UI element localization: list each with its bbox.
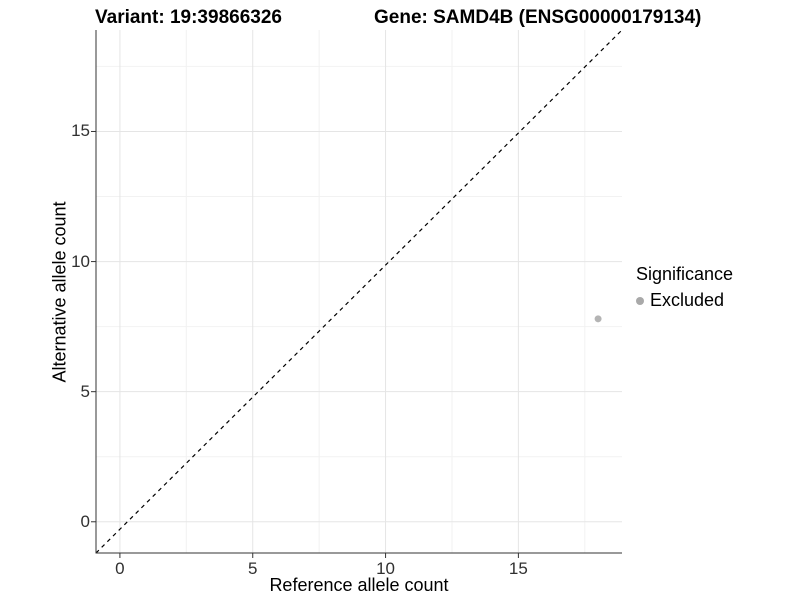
legend-item-excluded: Excluded <box>636 290 733 311</box>
identity-reference-line <box>95 29 623 554</box>
legend: Significance Excluded <box>636 264 733 311</box>
y-tick-label: 10 <box>71 251 90 271</box>
x-tick-label: 0 <box>115 559 125 578</box>
y-tick-label: 0 <box>80 511 90 531</box>
plot-title-gene: Gene: SAMD4B (ENSG00000179134) <box>374 7 702 28</box>
plot-title-variant: Variant: 19:39866326 <box>95 7 282 28</box>
data-point <box>594 315 602 323</box>
x-axis-title: Reference allele count <box>269 575 449 595</box>
x-tick-label: 15 <box>508 559 528 578</box>
x-tick-label: 5 <box>248 559 258 578</box>
y-axis-title: Alternative allele count <box>49 201 70 383</box>
legend-title: Significance <box>636 264 734 284</box>
y-tick-label: 15 <box>71 121 90 141</box>
y-tick-label: 5 <box>80 381 90 401</box>
legend-item-label: Excluded <box>650 290 725 310</box>
x-tick-label: 10 <box>376 559 396 578</box>
legend-marker-circle-icon <box>636 296 644 305</box>
